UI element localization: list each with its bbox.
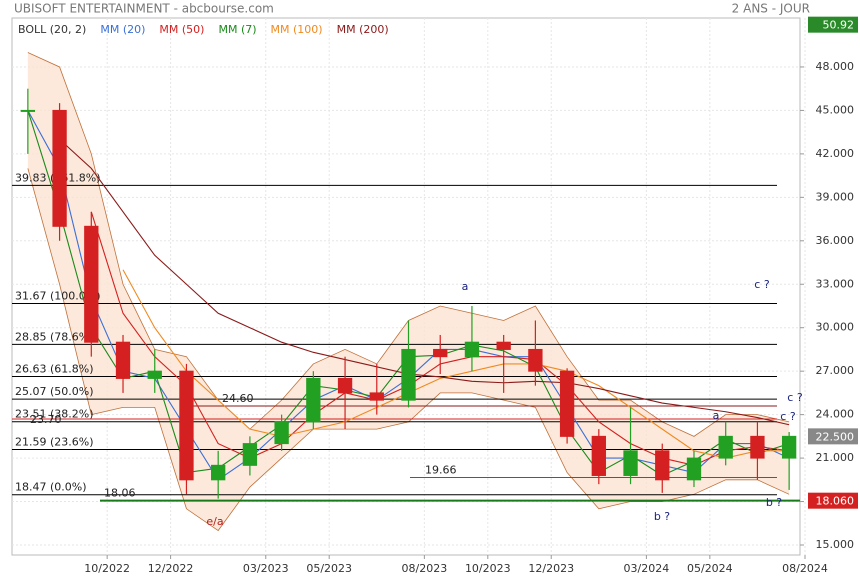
candle-body bbox=[559, 370, 575, 437]
candle-body bbox=[147, 370, 162, 379]
period-label: 2 ANS - JOUR bbox=[732, 2, 810, 16]
price-tag-label: 22.500 bbox=[816, 430, 855, 443]
x-tick-label: 03/2024 bbox=[624, 562, 670, 575]
level-label: 23.51 (38.2%) bbox=[15, 408, 94, 421]
candle-body bbox=[718, 435, 733, 459]
candle-body bbox=[84, 225, 99, 343]
level-label: 18.47 (0.0%) bbox=[15, 481, 87, 494]
wave-label: c ? bbox=[754, 278, 770, 291]
legend-entry: MM (7) bbox=[218, 23, 256, 36]
x-tick-label: 12/2022 bbox=[148, 562, 194, 575]
y-tick-label: 45.000 bbox=[816, 103, 855, 116]
candle-body bbox=[655, 450, 670, 481]
candle-body bbox=[591, 435, 606, 476]
candle-body bbox=[623, 450, 638, 476]
y-tick-label: 27.000 bbox=[816, 364, 855, 377]
level-label: 21.59 (23.6%) bbox=[15, 436, 94, 449]
legend-entry: MM (20) bbox=[100, 23, 145, 36]
price-tag bbox=[808, 492, 858, 509]
x-tick-label: 10/2022 bbox=[84, 562, 130, 575]
level-label: 19.66 bbox=[425, 463, 457, 476]
wave-label: c ? bbox=[780, 410, 796, 423]
level-label: 23.70 bbox=[30, 413, 62, 426]
candle-body bbox=[337, 377, 353, 394]
x-tick-label: 08/2023 bbox=[402, 562, 448, 575]
price-tag-label: 50.92 bbox=[823, 19, 855, 32]
wave-label: a bbox=[713, 409, 720, 422]
y-tick-label: 39.000 bbox=[816, 190, 855, 203]
candle-body bbox=[211, 464, 226, 481]
ma-line bbox=[59, 138, 790, 426]
candle-body bbox=[401, 348, 416, 401]
candle-body bbox=[115, 341, 131, 379]
wave-label: a bbox=[462, 280, 469, 293]
price-tag bbox=[808, 16, 858, 33]
y-tick-label: 33.000 bbox=[816, 277, 855, 290]
price-tag-label: 18.060 bbox=[816, 495, 855, 508]
legend-entry: BOLL (20, 2) bbox=[18, 23, 86, 36]
legend-entry: MM (50) bbox=[159, 23, 204, 36]
candle-body bbox=[686, 457, 702, 481]
y-tick-label: 30.000 bbox=[816, 321, 855, 334]
candle-body bbox=[464, 341, 480, 358]
x-tick-label: 05/2023 bbox=[306, 562, 352, 575]
candle-body bbox=[750, 435, 765, 459]
candle-body bbox=[369, 392, 384, 401]
level-label: 24.60 bbox=[222, 392, 254, 405]
x-tick-label: 10/2023 bbox=[465, 562, 511, 575]
legend-entry: MM (100) bbox=[271, 23, 323, 36]
y-tick-label: 42.000 bbox=[816, 147, 855, 160]
candle-body bbox=[20, 109, 36, 112]
candle-body bbox=[306, 377, 321, 423]
y-tick-label: 15.000 bbox=[816, 538, 855, 551]
candle-body bbox=[433, 348, 448, 358]
x-tick-label: 12/2023 bbox=[528, 562, 574, 575]
wave-label: b ? bbox=[766, 496, 782, 509]
candle-body bbox=[179, 370, 194, 481]
bollinger-fill bbox=[27, 52, 790, 531]
y-tick-label: 48.000 bbox=[816, 60, 855, 73]
ma-line bbox=[122, 269, 790, 459]
wave-label: b ? bbox=[654, 510, 670, 523]
candle-body bbox=[52, 109, 67, 227]
y-tick-label: 21.000 bbox=[816, 451, 855, 464]
candle-body bbox=[528, 348, 543, 372]
candle-body bbox=[242, 443, 258, 466]
candle-body bbox=[274, 421, 289, 445]
x-tick-label: 08/2024 bbox=[782, 562, 828, 575]
level-label: 25.07 (50.0%) bbox=[15, 385, 94, 398]
candle-body bbox=[496, 341, 511, 350]
candle-body bbox=[781, 435, 797, 459]
level-label: 28.85 (78.6%) bbox=[15, 330, 94, 343]
plot-frame bbox=[11, 17, 801, 556]
price-tag bbox=[808, 428, 858, 445]
level-label: 26.63 (61.8%) bbox=[15, 363, 94, 376]
wave-label: c ? bbox=[787, 391, 803, 404]
x-tick-label: 03/2023 bbox=[243, 562, 289, 575]
y-tick-label: 36.000 bbox=[816, 234, 855, 247]
chart-title: UBISOFT ENTERTAINMENT - abcbourse.com bbox=[14, 2, 274, 16]
level-label: 31.67 (100.0%) bbox=[15, 290, 101, 303]
level-label: 18.06 bbox=[104, 487, 136, 500]
x-tick-label: 05/2024 bbox=[687, 562, 733, 575]
wave-label: e/a bbox=[206, 515, 223, 528]
y-tick-label: 24.000 bbox=[816, 408, 855, 421]
legend-entry: MM (200) bbox=[337, 23, 389, 36]
